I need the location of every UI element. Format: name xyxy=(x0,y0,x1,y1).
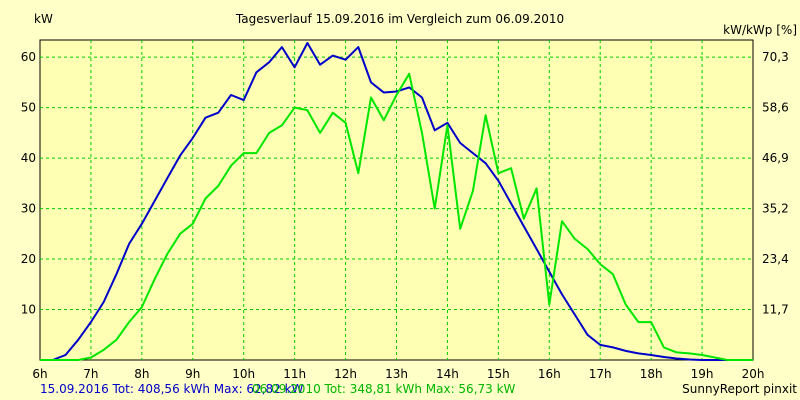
series-line-2 xyxy=(40,72,753,361)
y-right-tick-label: 11,7 xyxy=(762,303,789,317)
grid xyxy=(40,40,753,360)
x-tick-label: 6h xyxy=(32,367,47,381)
y-left-tick-label: 20 xyxy=(21,252,36,266)
x-tick-label: 12h xyxy=(334,367,357,381)
x-tick-label: 20h xyxy=(742,367,765,381)
series-line-1 xyxy=(40,42,753,361)
x-tick-label: 7h xyxy=(83,367,98,381)
y-right-tick-label: 35,2 xyxy=(762,202,789,216)
y-left-tick-label: 10 xyxy=(21,303,36,317)
y-left-axis-ticks: 10 20 30 40 50 60 xyxy=(21,50,36,316)
x-tick-label: 14h xyxy=(436,367,459,381)
y-right-tick-label: 58,6 xyxy=(762,101,789,115)
series-layer xyxy=(40,42,753,361)
chart-title: Tagesverlauf 15.09.2016 im Vergleich zum… xyxy=(235,12,564,26)
y-right-tick-label: 70,3 xyxy=(762,50,789,64)
y-right-tick-label: 46,9 xyxy=(762,151,789,165)
x-tick-label: 11h xyxy=(283,367,306,381)
x-tick-label: 17h xyxy=(589,367,612,381)
x-tick-label: 13h xyxy=(385,367,408,381)
y-right-tick-label: 23,4 xyxy=(762,252,789,266)
x-tick-label: 10h xyxy=(232,367,255,381)
y-left-label: kW xyxy=(34,12,53,26)
x-tick-label: 8h xyxy=(134,367,149,381)
legend-series2: 06.09.2010 Tot: 348,81 kWh Max: 56,73 kW xyxy=(252,382,516,396)
x-tick-label: 16h xyxy=(538,367,561,381)
x-tick-label: 15h xyxy=(487,367,510,381)
x-axis-ticks: 6h 7h 8h 9h 10h 11h 12h 13h 14h 15h 16h 17h 18h 19h 20… xyxy=(32,367,764,381)
y-left-tick-label: 40 xyxy=(21,151,36,165)
credit-text: SunnyReport pinxit xyxy=(682,382,797,396)
y-left-tick-label: 60 xyxy=(21,50,36,64)
y-left-tick-label: 30 xyxy=(21,202,36,216)
y-right-label: kW/kWp [%] xyxy=(723,23,797,37)
legend-series1: 15.09.2016 Tot: 408,56 kWh Max: 62,82 kW xyxy=(40,382,304,396)
x-tick-label: 18h xyxy=(640,367,663,381)
y-left-tick-label: 50 xyxy=(21,101,36,115)
x-tick-label: 19h xyxy=(691,367,714,381)
x-tick-label: 9h xyxy=(185,367,200,381)
y-right-axis-ticks: 11,7 23,4 35,2 46,9 58,6 70,3 xyxy=(762,50,789,316)
